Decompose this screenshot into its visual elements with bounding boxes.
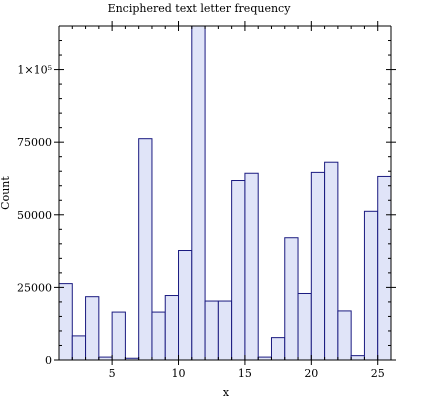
y-tick-label: 75000: [17, 136, 52, 149]
histogram-bar: [363, 210, 379, 361]
histogram-bar: [284, 237, 299, 361]
x-axis-label: x: [223, 386, 230, 399]
y-tick-label: 1×10⁵: [17, 64, 52, 77]
axes-group: [54, 21, 396, 365]
histogram-bar: [377, 175, 392, 361]
histogram-bar: [337, 310, 352, 361]
histogram-bar: [297, 292, 312, 361]
tick-labels-group: 5 10 15 20 25 0 25000 50000 75000 1×10⁵: [17, 64, 385, 380]
histogram-bar: [310, 171, 326, 361]
histogram-bar: [178, 250, 193, 361]
chart-title: Enciphered text letter frequency: [108, 2, 292, 15]
histogram-bar: [270, 337, 286, 361]
histogram-bar: [111, 311, 126, 361]
y-tick-label: 50000: [17, 209, 52, 222]
histogram-bar: [58, 283, 73, 361]
histogram-bar: [217, 300, 233, 361]
histogram-bar: [324, 161, 339, 361]
bars-group: [58, 25, 392, 361]
histogram-bar: [138, 138, 153, 361]
histogram-bar: [231, 180, 246, 361]
histogram-bar: [164, 295, 180, 361]
histogram-bar: [151, 311, 166, 361]
y-tick-label: 0: [45, 354, 52, 367]
x-tick-label: 15: [238, 367, 252, 380]
histogram-bar: [204, 300, 219, 361]
x-tick-label: 20: [304, 367, 318, 380]
histogram-bar: [191, 25, 206, 361]
histogram-bar: [85, 296, 100, 361]
y-tick-label: 25000: [17, 281, 52, 294]
x-tick-label: 25: [371, 367, 385, 380]
histogram-bar: [71, 335, 87, 361]
histogram-bar: [244, 172, 259, 361]
x-tick-label: 10: [172, 367, 186, 380]
histogram-bar: [350, 355, 365, 361]
y-axis-label: Count: [0, 176, 12, 210]
x-tick-label: 5: [109, 367, 116, 380]
